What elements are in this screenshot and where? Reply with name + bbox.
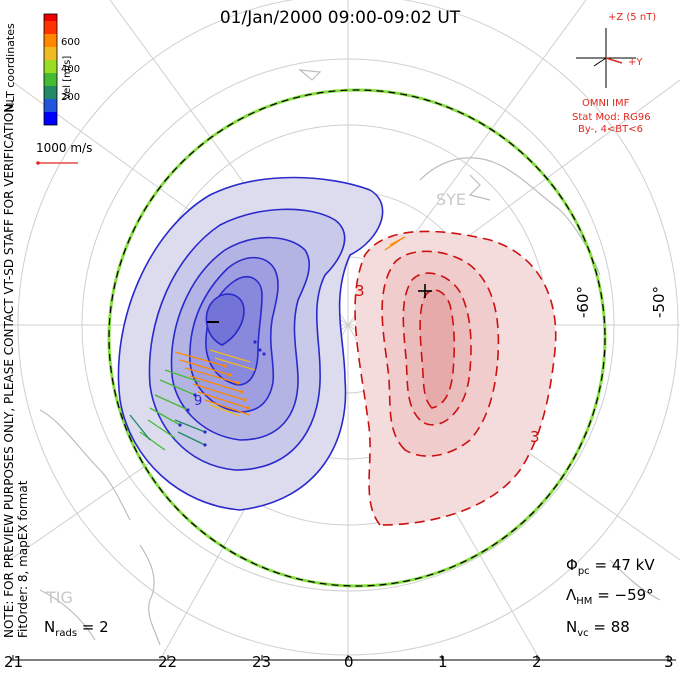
positive-potential-cell xyxy=(354,230,557,526)
contour-label-1: 3 xyxy=(355,282,365,300)
imf-stat-mod: Stat Mod: RG96 xyxy=(572,112,651,123)
contour-label-3: 9 xyxy=(194,394,203,409)
mlt-tick-23: 23 xyxy=(252,653,272,671)
phi-pc-stat: Φpc = 47 kV xyxy=(566,556,655,577)
map-title: 01/Jan/2000 09:00-09:02 UT xyxy=(219,8,461,28)
imf-y-label: +Y xyxy=(628,57,643,68)
bottom-axis-ticks xyxy=(12,655,669,660)
hm-boundary-dashed xyxy=(108,89,606,587)
latitude-label-50: -50° xyxy=(650,286,668,318)
station-label-tig: TIG xyxy=(46,588,73,607)
imf-tail xyxy=(593,57,607,67)
negative-potential-cell xyxy=(117,176,384,511)
mlt-tick-0: 0 xyxy=(344,653,354,671)
mlt-tick-21: 21 xyxy=(4,653,24,671)
mlt-tick-1: 1 xyxy=(438,653,448,671)
imf-z-label: +Z (5 nT) xyxy=(608,12,657,23)
velocity-colorbar xyxy=(43,13,58,126)
contour-label-2: 3 xyxy=(530,428,540,446)
latitude-label-60: -60° xyxy=(574,286,592,318)
fit-info: FitOrder: 8, mapEX format xyxy=(16,480,30,638)
reference-vector xyxy=(36,161,78,165)
velocity-vectors xyxy=(129,236,406,451)
imf-condition: By-, 4<BT<6 xyxy=(578,124,644,135)
mlt-tick-22: 22 xyxy=(158,653,178,671)
colorbar-tick-600: 600 xyxy=(61,37,81,48)
station-label-sye: SYE xyxy=(436,190,467,209)
reference-vector-label: 1000 m/s xyxy=(36,141,93,155)
preview-notice: NOTE: FOR PREVIEW PURPOSES ONLY, PLEASE … xyxy=(2,99,16,638)
mlt-tick-2: 2 xyxy=(532,653,542,671)
n-vc-stat: Nvc = 88 xyxy=(566,618,630,639)
potential-max-marker xyxy=(418,284,432,298)
n-rads-stat: Nrads = 2 xyxy=(44,618,109,639)
imf-source: OMNI IMF xyxy=(582,98,630,109)
lambda-hm-stat: ΛHM = −59° xyxy=(566,586,654,607)
mlt-tick-3: 3 xyxy=(664,653,674,671)
colorbar-tick-200: 200 xyxy=(61,92,81,103)
imf-vector xyxy=(605,57,623,64)
colorbar-tick-400: 400 xyxy=(61,64,81,75)
